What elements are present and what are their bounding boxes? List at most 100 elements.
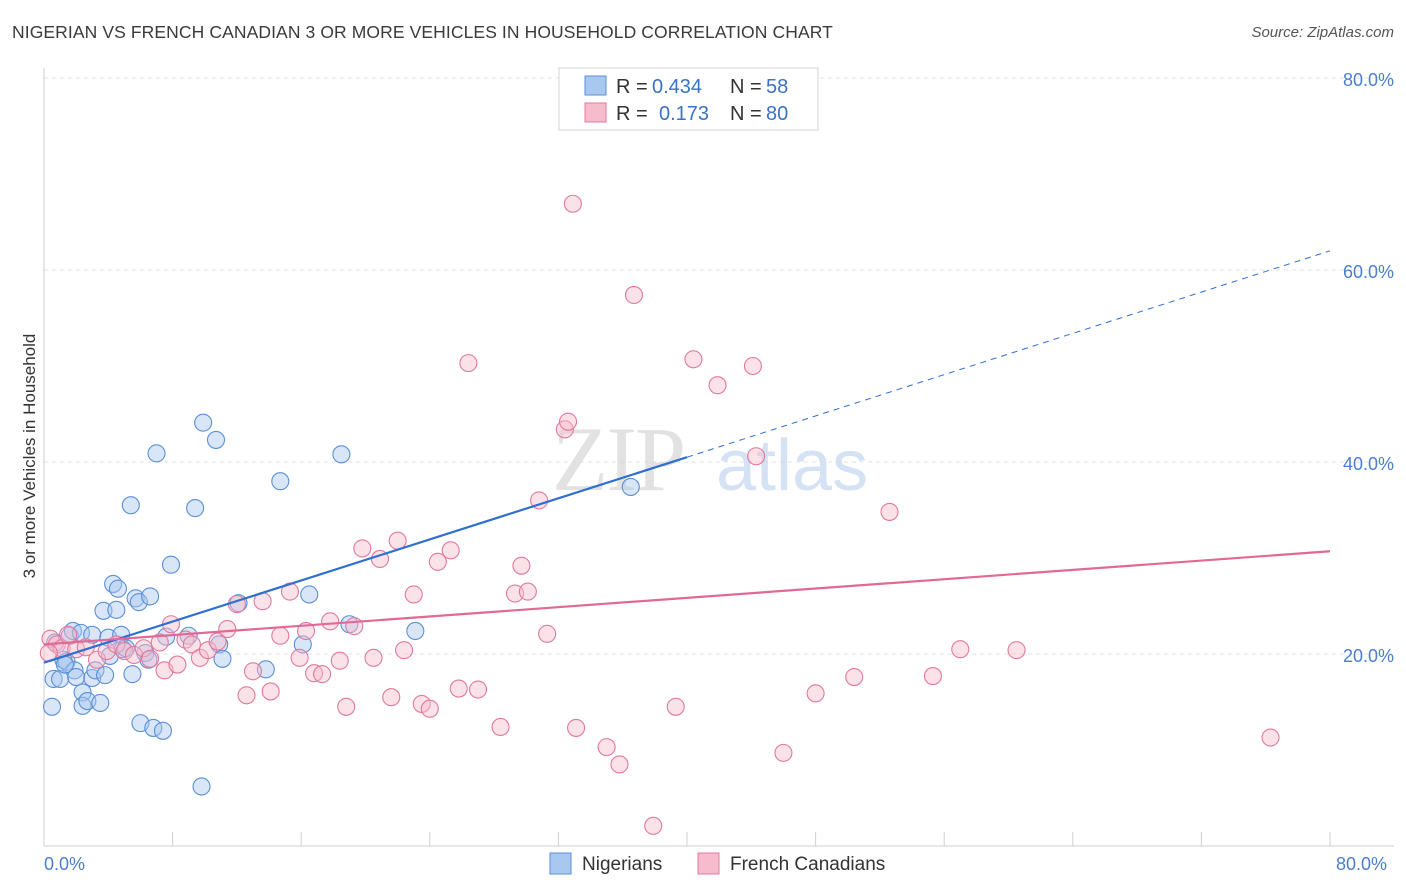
point-nigerians [91,693,110,713]
point-french-canadians [951,640,970,659]
legend-swatch-french-canadians [584,102,607,123]
point-nigerians [129,593,148,612]
point-french-canadians [168,655,187,674]
point-french-canadians [261,682,280,701]
point-french-canadians [518,582,537,601]
point-french-canadians [468,680,488,699]
point-nigerians [123,665,142,684]
point-nigerians [121,496,140,515]
bottom-legend-label-nigerians: Nigerians [582,854,662,875]
point-nigerians [271,472,290,491]
point-french-canadians [610,755,629,774]
axes [43,68,1394,847]
point-french-canadians [708,376,727,395]
legend-r-value-2: 0.173 [659,103,709,125]
point-french-canadians [290,648,309,667]
point-nigerians [96,666,115,685]
point-nigerians [73,683,92,702]
point-nigerians [73,696,92,715]
point-french-canadians [364,648,383,667]
point-french-canadians [923,667,942,686]
point-french-canadians [208,632,227,651]
legend-r-value-1: 0.434 [652,76,702,98]
trend-line-french-canadians [43,550,1331,646]
point-french-canadians [567,718,586,737]
point-french-canadians [115,642,134,661]
point-french-canadians [271,626,290,645]
point-french-canadians [141,649,160,668]
chart-title: NIGERIAN VS FRENCH CANADIAN 3 OR MORE VE… [12,22,833,42]
point-french-canadians [218,619,237,639]
point-nigerians [44,669,63,689]
point-nigerians [67,667,86,687]
point-french-canadians [237,686,256,705]
legend-r-label-2: R = [616,103,648,125]
point-french-canadians [330,651,349,670]
point-french-canadians [880,502,899,521]
watermark-atlas: atlas [716,426,868,506]
point-french-canadians [558,412,578,431]
bottom-legend-swatch-french-canadians [697,852,720,875]
point-french-canadians [806,684,825,703]
point-french-canadians [459,354,478,373]
point-french-canadians [337,697,356,716]
bottom-legend-swatch-nigerians [549,852,572,875]
legend-n-label-2: N = [730,103,762,125]
point-nigerians [332,445,351,464]
point-french-canadians [774,743,793,762]
point-nigerians [65,661,84,680]
point-french-canadians [624,285,644,305]
bottom-legend-label-french-canadians: French Canadians [730,854,885,875]
point-nigerians [406,621,425,641]
tick-labels: 0.0% 80.0% 20.0% 40.0% 60.0% 80.0% [44,70,1394,874]
point-nigerians [186,499,205,518]
point-french-canadians [382,688,401,707]
point-nigerians [213,649,232,668]
y-tick-label: 80.0% [1343,70,1394,90]
point-french-canadians [538,624,557,643]
point-nigerians [139,650,158,669]
point-french-canadians [134,639,153,658]
point-nigerians [206,430,226,449]
point-french-canadians [530,491,549,510]
trend-line-nigerians [43,456,688,664]
y-axis-label: 3 or more Vehicles in Household [20,334,39,579]
point-french-canadians [428,552,447,571]
legend-n-value-2: 80 [766,103,788,125]
point-french-canadians [150,633,169,652]
point-french-canadians [441,541,460,560]
point-french-canadians [563,194,582,213]
trend-extension-nigerians [686,250,1331,458]
point-nigerians [107,600,126,619]
point-nigerians [104,574,123,593]
point-french-canadians [597,738,616,757]
point-nigerians [293,635,312,654]
point-french-canadians [666,697,685,716]
y-tick-label: 40.0% [1343,454,1394,474]
gridlines [44,77,1394,655]
point-french-canadians [321,612,340,631]
point-nigerians [210,635,229,654]
point-french-canadians [243,662,263,681]
point-nigerians [42,697,62,716]
point-french-canadians [420,699,439,718]
chart-source: Source: ZipAtlas.com [1251,24,1394,41]
x-tick-label-min: 0.0% [44,854,85,874]
point-french-canadians [644,816,663,835]
trend-lines [43,250,1331,664]
legend-r-label-1: R = [616,76,648,98]
point-nigerians [108,579,127,598]
point-french-canadians [845,667,864,687]
point-french-canadians [512,556,531,575]
point-french-canadians [491,717,510,737]
correlation-legend: R = 0.434 N = 58 R = 0.173 N = 80 [558,67,819,131]
point-french-canadians [182,635,201,654]
y-tick-label: 20.0% [1343,646,1394,666]
point-nigerians [147,444,166,463]
legend-swatch-nigerians [584,75,607,96]
point-nigerians [161,555,181,574]
point-french-canadians [743,356,762,376]
zipatlas-watermark: ZIP atlas [552,408,868,510]
point-french-canadians [404,585,423,604]
